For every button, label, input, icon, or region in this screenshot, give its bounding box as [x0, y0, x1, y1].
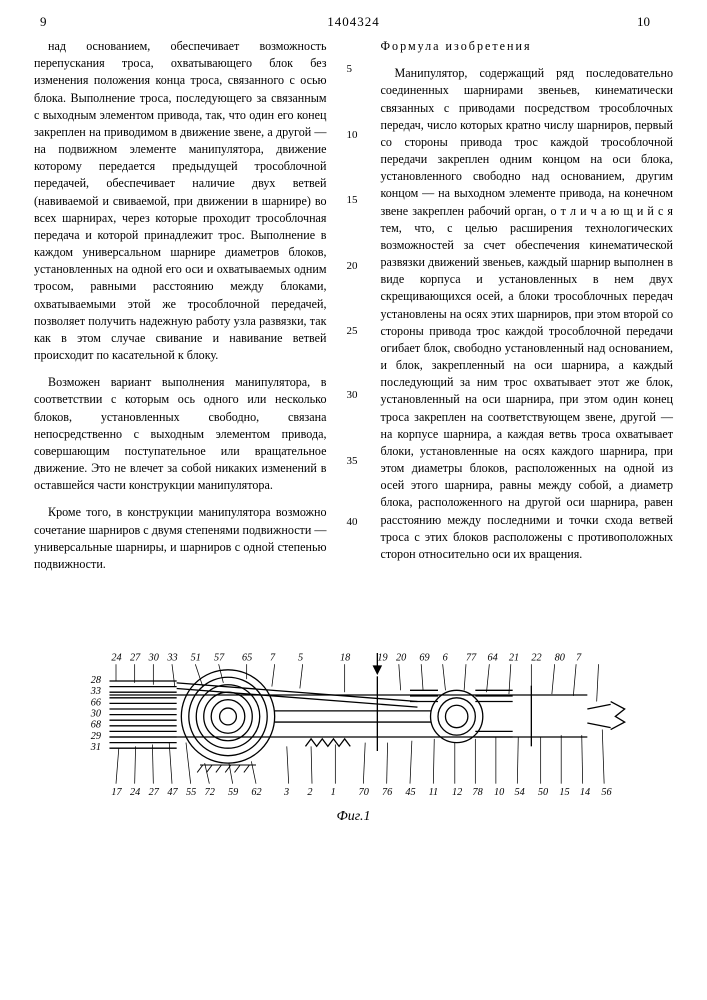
figure-label: 69 — [419, 653, 429, 664]
figure-label: 27 — [148, 787, 159, 798]
figure-label: 7 — [270, 653, 276, 664]
figure-label: 2 — [307, 787, 312, 798]
figure-label: 50 — [537, 787, 547, 798]
patent-number: 1404324 — [70, 14, 637, 30]
figure-label: 66 — [90, 697, 101, 708]
left-paragraph-2: Возможен вариант выполнения манипулятора… — [34, 374, 327, 494]
figure-label: 31 — [89, 742, 100, 753]
figure-label: 51 — [190, 653, 200, 664]
figure-label: 33 — [89, 686, 100, 697]
figure-label: 76 — [382, 787, 393, 798]
figure-label: 17 — [111, 787, 122, 798]
left-column: над основанием, обеспечивает возможность… — [34, 38, 327, 583]
page-number-right: 10 — [637, 14, 667, 30]
left-paragraph-1: над основанием, обеспечивает возможность… — [34, 38, 327, 364]
figure-caption: Фиг.1 — [34, 809, 673, 825]
figure-label: 59 — [227, 787, 237, 798]
figure-label: 72 — [204, 787, 214, 798]
figure-label: 68 — [90, 720, 101, 731]
figure-label: 30 — [147, 653, 158, 664]
right-paragraph-1: Манипулятор, содержащий ряд последовател… — [381, 65, 674, 563]
figure-label: 20 — [396, 653, 406, 664]
figure-label: 19 — [377, 653, 387, 664]
row-number: 40 — [347, 515, 361, 531]
figure-label: 33 — [166, 653, 177, 664]
figure-1: 242730335157657518192069677642122807 172… — [34, 597, 673, 825]
row-number: 10 — [347, 128, 361, 144]
row-number: 20 — [347, 259, 361, 275]
figure-label: 3 — [283, 787, 289, 798]
figure-label: 30 — [89, 709, 100, 720]
figure-label: 70 — [358, 787, 368, 798]
figure-label: 80 — [554, 653, 564, 664]
figure-label: 14 — [579, 787, 589, 798]
row-number: 30 — [347, 388, 361, 404]
figure-label: 29 — [90, 731, 100, 742]
figure-label: 22 — [531, 653, 541, 664]
figure-label: 47 — [167, 787, 178, 798]
figure-label: 57 — [213, 653, 224, 664]
text-columns: над основанием, обеспечивает возможность… — [34, 38, 673, 583]
page-header: 9 1404324 10 — [34, 14, 673, 30]
figure-label: 24 — [130, 787, 140, 798]
figure-label: 12 — [452, 787, 462, 798]
figure-label: 56 — [601, 787, 612, 798]
figure-label: 24 — [111, 653, 121, 664]
figure-label: 5 — [298, 653, 303, 664]
row-number: 35 — [347, 454, 361, 470]
figure-label: 64 — [487, 653, 497, 664]
right-column: Формула изобретения Манипулятор, содержа… — [381, 38, 674, 583]
figure-label: 27 — [130, 653, 141, 664]
figure-label: 21 — [508, 653, 518, 664]
figure-label: 77 — [466, 653, 477, 664]
figure-label: 7 — [576, 653, 582, 664]
left-paragraph-3: Кроме того, в конструкции манипулятора в… — [34, 504, 327, 573]
figure-label: 15 — [559, 787, 569, 798]
page-number-left: 9 — [40, 14, 70, 30]
row-number: 5 — [347, 62, 361, 78]
figure-label: 10 — [494, 787, 504, 798]
figure-label: 6 — [442, 653, 448, 664]
figure-label: 55 — [186, 787, 196, 798]
figure-label: 54 — [514, 787, 524, 798]
figure-label: 62 — [251, 787, 261, 798]
figure-label: 78 — [472, 787, 483, 798]
row-number: 15 — [347, 193, 361, 209]
figure-label: 11 — [428, 787, 438, 798]
figure-label: 65 — [241, 653, 251, 664]
figure-label: 1 — [330, 787, 335, 798]
row-number: 25 — [347, 324, 361, 340]
row-numbers: 5 10 15 20 25 30 35 40 — [347, 38, 361, 583]
figure-label: 45 — [405, 787, 415, 798]
figure-label: 28 — [90, 675, 101, 686]
figure-label: 18 — [340, 653, 351, 664]
claims-title: Формула изобретения — [381, 39, 532, 53]
